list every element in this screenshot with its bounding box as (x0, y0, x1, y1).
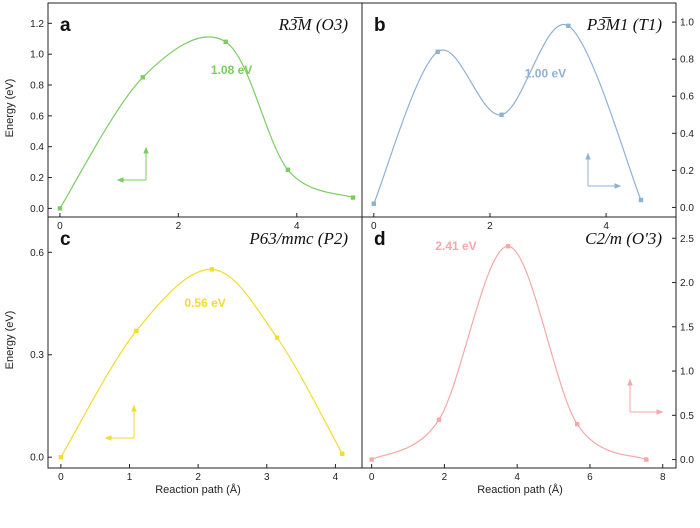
barrier-annotation: 1.08 eV (211, 63, 252, 77)
panel-label: a (60, 15, 71, 36)
x-tick-label: 3 (264, 472, 270, 483)
x-tick-label: 0 (369, 472, 375, 483)
data-point (57, 206, 63, 211)
y-tick-label: 0.2 (680, 166, 694, 177)
data-point (644, 457, 649, 462)
x-label-left: Reaction path (Å) (155, 483, 241, 496)
data-point (371, 201, 377, 206)
panel-label: b (374, 15, 386, 36)
y-tick-label: 1.0 (680, 367, 694, 378)
arrow-head (656, 409, 664, 415)
x-tick-label: 1 (127, 472, 133, 483)
y-tick-label: 0.6 (30, 111, 44, 122)
x-tick-label: 8 (660, 472, 666, 483)
x-tick-label: 4 (294, 221, 300, 232)
x-tick-label: 2 (487, 221, 493, 232)
panel-frame (47, 2, 363, 218)
y-tick-label: 0.0 (680, 455, 694, 466)
arrow-head (104, 435, 112, 441)
y-label-bottom: Energy (eV) (4, 311, 16, 370)
y-label-top: Energy (eV) (4, 79, 16, 138)
y-tick-label: 0.4 (680, 129, 694, 140)
y-tick-label: 1.2 (30, 19, 44, 30)
panel-c: 0 1 2 3 4 0.0 0.3 0.6 c P63/mmc (P2) 0.56 eV (30, 216, 363, 483)
y-tick-label: 0.8 (30, 81, 44, 92)
y-tick-label: 1.0 (30, 50, 44, 61)
data-point (223, 39, 228, 45)
y-tick-label: 0.6 (680, 92, 694, 103)
x-tick-label: 2 (442, 472, 448, 483)
x-tick-label: 2 (195, 472, 201, 483)
panel-d: 0 2 4 6 8 0.0 0.5 1.0 1.5 2.0 2.5 d C2/m (O'3) 2.41 e… (361, 216, 694, 483)
data-point (499, 112, 504, 117)
panel-label: c (60, 229, 71, 250)
y-tick-label: 1.5 (680, 322, 694, 333)
y-tick-label: 0.3 (30, 350, 44, 361)
panel-a: 0 2 4 0.0 0.2 0.4 0.6 0.8 1.0 1.2 a R3̅M (O3) 1.08 e… (30, 2, 363, 232)
panel-title: R3̅M (O3) (278, 15, 349, 34)
y-tick-label: 0.6 (30, 248, 44, 259)
arrow-head (131, 404, 137, 412)
barrier-annotation: 2.41 eV (435, 239, 476, 253)
data-point (436, 417, 442, 422)
x-tick-label: 0 (57, 221, 63, 232)
arrow-head (614, 183, 622, 189)
x-label-right: Reaction path (Å) (477, 483, 563, 496)
panel-title: P3̅M1 (T1) (586, 15, 662, 34)
arrow-head (116, 177, 124, 183)
data-point (369, 457, 374, 462)
data-point (638, 197, 644, 203)
y-tick-label: 0.8 (680, 55, 694, 66)
y-tick-label: 1.0 (680, 18, 694, 29)
data-point (274, 335, 280, 340)
x-tick-label: 0 (371, 221, 377, 232)
energy-curve (373, 23, 642, 204)
y-tick-label: 2.5 (680, 234, 694, 245)
lattice-axes-icon (585, 152, 622, 189)
lattice-axes-icon (104, 404, 137, 441)
data-point (140, 75, 146, 80)
x-tick-label: 4 (333, 472, 339, 483)
y-tick-label: 0.4 (30, 142, 44, 153)
x-tick-label: 6 (587, 472, 593, 483)
panel-frame (47, 216, 363, 469)
lattice-axes-icon (116, 146, 149, 183)
y-tick-label: 0.2 (30, 173, 44, 184)
y-tick-label: 0.0 (680, 203, 694, 214)
panel-frame (361, 2, 677, 218)
panel-b: 0 2 4 0.0 0.2 0.4 0.6 0.8 1.0 b P3̅M1 (T1) 1.00 eV (361, 2, 694, 232)
arrow-head (143, 146, 149, 154)
x-tick-label: 4 (514, 472, 520, 483)
data-point (350, 195, 356, 200)
lattice-axes-icon (627, 378, 664, 415)
data-point (134, 328, 139, 334)
y-tick-label: 0.0 (30, 453, 44, 464)
x-tick-label: 2 (176, 221, 182, 232)
data-point (566, 23, 571, 29)
barrier-annotation: 1.00 eV (525, 67, 566, 81)
data-point (209, 267, 215, 272)
panel-title: P63/mmc (P2) (248, 229, 348, 248)
x-tick-label: 4 (603, 221, 609, 232)
x-tick-label: 0 (58, 472, 64, 483)
barrier-annotation: 0.56 eV (184, 296, 225, 310)
data-point (58, 454, 64, 460)
arrow-head (585, 152, 591, 160)
data-point (285, 167, 291, 173)
data-point (505, 244, 511, 249)
panel-label: d (374, 229, 386, 250)
energy-curve (371, 245, 647, 461)
arrow-head (627, 378, 633, 386)
data-point (575, 421, 580, 427)
panel-frame (361, 216, 677, 469)
data-point (340, 451, 345, 456)
data-point (435, 49, 440, 54)
energy-curve (59, 36, 354, 209)
y-tick-label: 0.5 (680, 411, 694, 422)
y-tick-label: 2.0 (680, 278, 694, 289)
y-tick-label: 0.0 (30, 204, 44, 215)
panel-title: C2/m (O'3) (585, 229, 662, 248)
